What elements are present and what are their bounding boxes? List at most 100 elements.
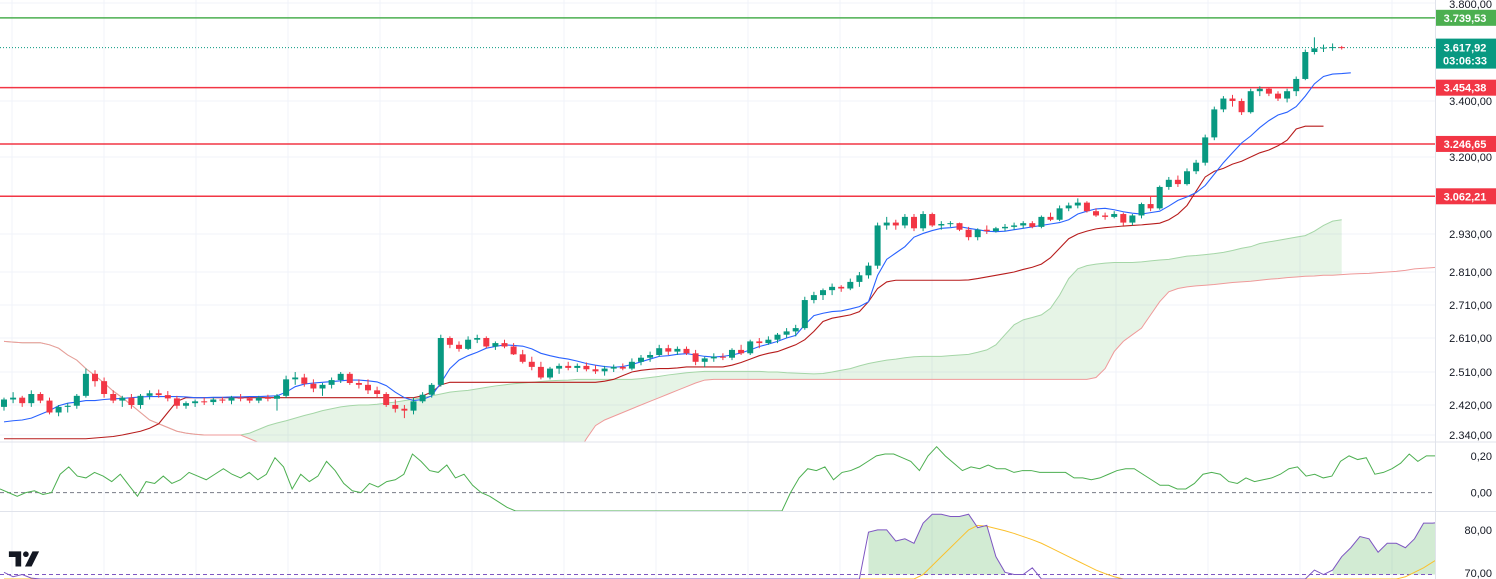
candle-down[interactable]	[46, 400, 53, 413]
candle-down[interactable]	[683, 348, 690, 354]
candle-up[interactable]	[1074, 202, 1081, 206]
candle-up[interactable]	[1011, 225, 1018, 227]
candle-up[interactable]	[638, 357, 644, 362]
tradingview-logo[interactable]	[7, 548, 41, 568]
candle-down[interactable]	[619, 366, 626, 369]
candles[interactable]	[1, 37, 1345, 419]
candle-down[interactable]	[565, 365, 572, 368]
candle-up[interactable]	[119, 397, 126, 401]
candle-up[interactable]	[137, 395, 144, 405]
oscillator-line[interactable]	[0, 445, 1435, 511]
candle-down[interactable]	[19, 397, 26, 404]
candle-up[interactable]	[437, 338, 444, 385]
candle-up[interactable]	[410, 401, 417, 411]
candle-up[interactable]	[783, 331, 790, 335]
candle-up[interactable]	[1165, 179, 1172, 187]
candle-up[interactable]	[856, 275, 863, 282]
candle-up[interactable]	[1256, 88, 1263, 92]
candle-up[interactable]	[1020, 223, 1027, 226]
candle-down[interactable]	[128, 397, 135, 405]
candle-up[interactable]	[574, 365, 581, 368]
candle-up[interactable]	[920, 214, 927, 229]
candle-up[interactable]	[1038, 216, 1045, 227]
candle-up[interactable]	[729, 349, 735, 358]
candle-up[interactable]	[547, 368, 553, 378]
candle-down[interactable]	[219, 399, 226, 401]
horizontal-levels[interactable]	[0, 17, 1435, 198]
candle-up[interactable]	[492, 343, 499, 347]
candle-up[interactable]	[64, 405, 71, 407]
candle-up[interactable]	[674, 348, 681, 352]
candle-down[interactable]	[101, 381, 108, 394]
candle-down[interactable]	[1093, 211, 1099, 216]
candle-up[interactable]	[901, 216, 908, 226]
candle-up[interactable]	[801, 300, 808, 329]
candle-down[interactable]	[301, 377, 308, 384]
candle-up[interactable]	[974, 229, 981, 238]
candle-down[interactable]	[1338, 47, 1345, 49]
candle-down[interactable]	[665, 348, 672, 352]
candle-up[interactable]	[1311, 48, 1318, 52]
candle-down[interactable]	[692, 353, 699, 362]
oscillator-panel[interactable]	[0, 445, 1435, 511]
candle-up[interactable]	[1156, 186, 1163, 209]
candle-up[interactable]	[938, 224, 945, 226]
candle-down[interactable]	[911, 216, 917, 229]
candle-up[interactable]	[1329, 47, 1336, 49]
candle-up[interactable]	[465, 339, 472, 349]
candle-down[interactable]	[965, 229, 972, 238]
candle-up[interactable]	[73, 395, 80, 406]
candle-up[interactable]	[10, 397, 17, 400]
candle-down[interactable]	[501, 343, 508, 347]
candle-down[interactable]	[1083, 202, 1090, 212]
candle-up[interactable]	[765, 339, 772, 344]
candle-up[interactable]	[610, 366, 617, 369]
candle-up[interactable]	[1129, 215, 1136, 223]
candle-up[interactable]	[1184, 171, 1190, 185]
candle-up[interactable]	[601, 368, 608, 372]
candle-up[interactable]	[337, 373, 344, 381]
candle-up[interactable]	[419, 394, 426, 402]
candle-up[interactable]	[283, 379, 290, 396]
candle-up[interactable]	[210, 399, 217, 403]
candle-down[interactable]	[456, 344, 462, 349]
candle-down[interactable]	[583, 365, 590, 370]
candle-up[interactable]	[183, 403, 189, 406]
candle-down[interactable]	[528, 361, 535, 367]
candle-up[interactable]	[1220, 98, 1227, 110]
candle-up[interactable]	[774, 334, 781, 340]
candle-down[interactable]	[956, 223, 963, 230]
candle-down[interactable]	[310, 383, 317, 389]
candle-down[interactable]	[383, 394, 390, 405]
candle-down[interactable]	[983, 229, 990, 232]
candle-down[interactable]	[237, 397, 244, 399]
candle-up[interactable]	[874, 225, 881, 266]
candle-up[interactable]	[865, 265, 872, 276]
candle-up[interactable]	[710, 356, 717, 359]
candle-up[interactable]	[1065, 205, 1072, 209]
rsi-panel[interactable]	[0, 513, 1487, 579]
candle-down[interactable]	[719, 356, 726, 358]
candle-up[interactable]	[428, 384, 435, 395]
candle-down[interactable]	[201, 401, 208, 403]
candle-up[interactable]	[947, 223, 954, 225]
candle-up[interactable]	[1111, 214, 1118, 217]
candle-up[interactable]	[319, 384, 326, 389]
candle-down[interactable]	[346, 373, 353, 383]
candle-down[interactable]	[510, 346, 517, 355]
candle-down[interactable]	[401, 408, 408, 411]
candle-up[interactable]	[1302, 52, 1309, 79]
candle-down[interactable]	[164, 395, 171, 399]
candle-down[interactable]	[892, 222, 899, 226]
candle-up[interactable]	[1, 399, 7, 407]
candle-down[interactable]	[392, 405, 399, 409]
candle-up[interactable]	[647, 355, 654, 358]
candle-up[interactable]	[1138, 204, 1145, 216]
candle-down[interactable]	[537, 366, 544, 378]
candle-down[interactable]	[1029, 223, 1036, 227]
candle-up[interactable]	[829, 286, 836, 291]
candle-down[interactable]	[756, 341, 763, 344]
candle-up[interactable]	[1211, 109, 1218, 138]
candle-up[interactable]	[1284, 91, 1291, 99]
